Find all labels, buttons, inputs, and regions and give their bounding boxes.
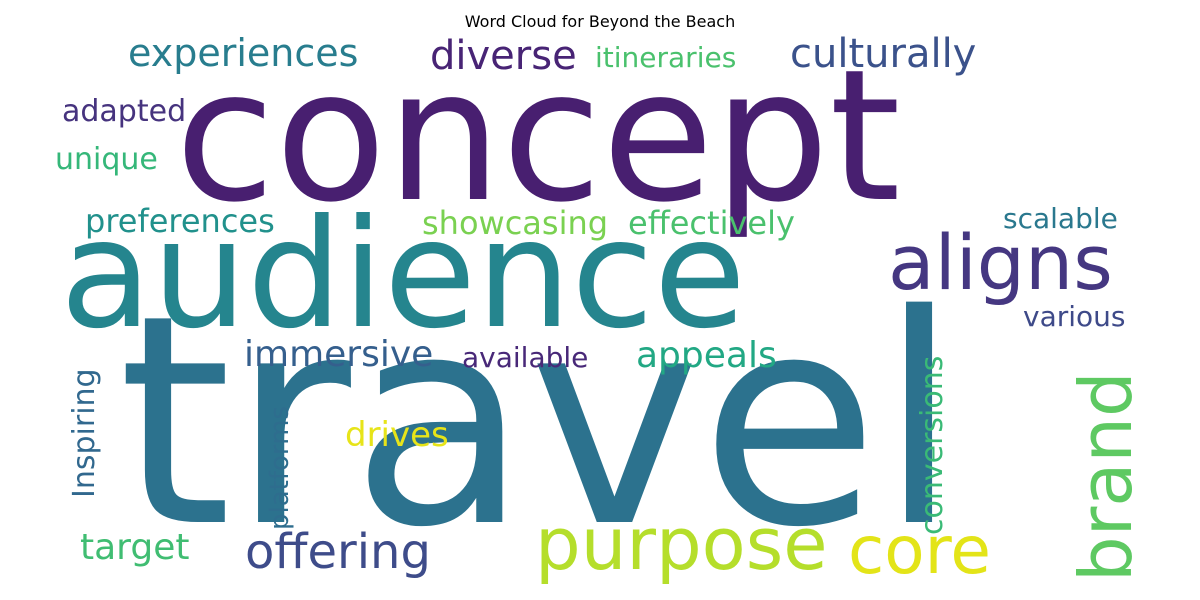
word-showcasing: showcasing <box>422 204 609 242</box>
word-available: available <box>462 341 589 374</box>
word-preferences: preferences <box>85 202 275 240</box>
word-unique: unique <box>55 142 158 177</box>
word-inspiring: Inspiring <box>67 368 102 498</box>
word-target: target <box>80 527 190 568</box>
word-effectively: effectively <box>628 204 795 242</box>
word-appeals: appeals <box>636 335 777 376</box>
word-diverse: diverse <box>430 33 577 79</box>
chart-title: Word Cloud for Beyond the Beach <box>464 12 736 31</box>
word-aligns: aligns <box>888 218 1113 307</box>
word-platforms: platforms <box>265 405 295 530</box>
word-adapted: adapted <box>62 94 187 129</box>
word-experiences: experiences <box>128 31 359 75</box>
word-travel: travel <box>118 254 960 591</box>
word-purpose: purpose <box>535 502 828 586</box>
word-conversions: conversions <box>915 355 950 535</box>
word-brand: brand <box>1064 371 1148 582</box>
word-core: core <box>848 512 991 589</box>
word-various: various <box>1023 300 1126 333</box>
word-immersive: immersive <box>244 334 434 375</box>
word-culturally: culturally <box>790 31 977 77</box>
word-concept: concept <box>175 30 901 242</box>
word-audience: audience <box>60 188 746 362</box>
word-drives: drives <box>345 415 449 455</box>
word-offering: offering <box>245 524 431 580</box>
word-itineraries: itineraries <box>595 41 737 74</box>
word-scalable: scalable <box>1003 202 1118 235</box>
